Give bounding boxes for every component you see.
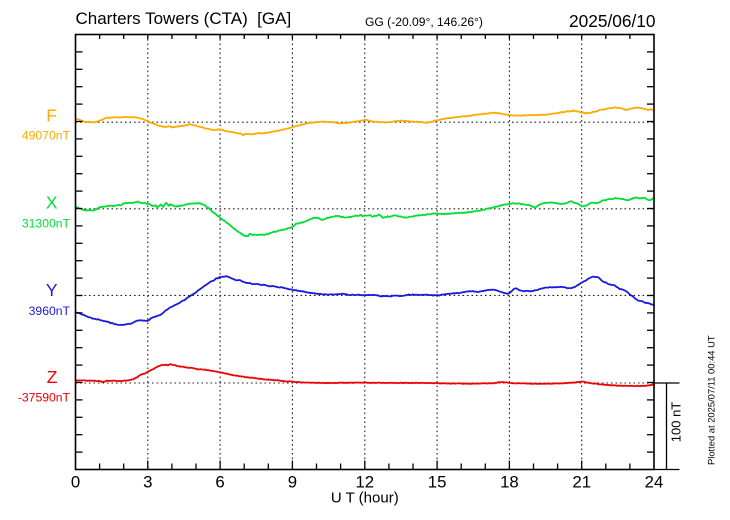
svg-text:F: F — [46, 105, 57, 125]
svg-text:31300nT: 31300nT — [22, 217, 71, 231]
svg-text:0: 0 — [71, 473, 80, 492]
svg-text:24: 24 — [645, 473, 664, 492]
svg-text:49070nT: 49070nT — [22, 129, 71, 143]
svg-text:18: 18 — [500, 473, 519, 492]
svg-text:21: 21 — [572, 473, 591, 492]
svg-text:6: 6 — [215, 473, 224, 492]
svg-text:GG (-20.09°, 146.26°): GG (-20.09°, 146.26°) — [365, 15, 483, 29]
svg-text:U T (hour): U T (hour) — [331, 490, 399, 507]
svg-text:Z: Z — [47, 367, 58, 387]
svg-text:3: 3 — [143, 473, 152, 492]
svg-text:12: 12 — [355, 473, 374, 492]
svg-text:Charters Towers (CTA) [GA]: Charters Towers (CTA) [GA] — [76, 9, 292, 28]
svg-text:Plotted at 2025/07/11 00:44 UT: Plotted at 2025/07/11 00:44 UT — [705, 335, 716, 465]
svg-text:Y: Y — [46, 280, 58, 300]
svg-text:2025/06/10: 2025/06/10 — [569, 11, 656, 31]
svg-text:3960nT: 3960nT — [29, 304, 71, 318]
svg-text:-37590nT: -37590nT — [18, 391, 71, 405]
svg-text:100 nT: 100 nT — [668, 402, 683, 443]
svg-text:X: X — [46, 193, 58, 213]
svg-text:15: 15 — [428, 473, 447, 492]
svg-text:9: 9 — [288, 473, 297, 492]
